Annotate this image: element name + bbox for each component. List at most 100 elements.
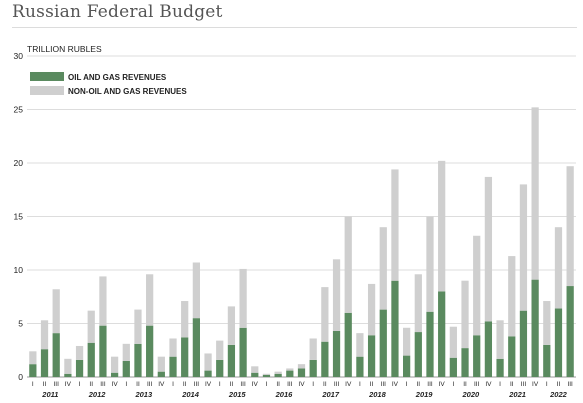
bar-non-oil-gas bbox=[286, 368, 294, 371]
x-tick-label-quarter: II bbox=[463, 381, 467, 388]
x-tick-label-year: 2017 bbox=[321, 390, 340, 399]
x-tick-label-quarter: IV bbox=[298, 381, 305, 388]
bar-non-oil-gas bbox=[554, 227, 563, 309]
bar-oil-gas bbox=[531, 279, 539, 377]
bar-non-oil-gas bbox=[426, 216, 434, 312]
bar-oil-gas bbox=[473, 335, 481, 377]
x-tick-label-quarter: I bbox=[79, 381, 81, 388]
bar-oil-gas bbox=[204, 370, 212, 377]
x-tick-label-quarter: II bbox=[370, 381, 374, 388]
bar-non-oil-gas bbox=[75, 345, 84, 360]
x-tick-label-quarter: III bbox=[381, 381, 387, 388]
bar-non-oil-gas bbox=[192, 262, 200, 319]
bar-oil-gas bbox=[99, 325, 107, 377]
bar-oil-gas bbox=[40, 349, 49, 377]
x-tick-label-quarter: II bbox=[183, 381, 187, 388]
bar-oil-gas bbox=[414, 332, 422, 377]
x-tick-label-quarter: IV bbox=[112, 381, 119, 388]
y-tick-label: 15 bbox=[14, 212, 24, 222]
bar-oil-gas bbox=[169, 356, 177, 377]
x-tick-label-year: 2011 bbox=[41, 390, 58, 399]
bar-non-oil-gas bbox=[309, 338, 317, 360]
bar-non-oil-gas bbox=[519, 184, 528, 311]
x-tick-label-quarter: I bbox=[32, 381, 34, 388]
x-tick-label-quarter: IV bbox=[485, 381, 492, 388]
gridlines bbox=[27, 55, 576, 378]
bar-non-oil-gas bbox=[262, 373, 271, 375]
x-tick-label-quarter: II bbox=[136, 381, 140, 388]
bar-oil-gas bbox=[87, 342, 95, 377]
bar-oil-gas bbox=[64, 373, 72, 377]
x-tick-label-quarter: II bbox=[89, 381, 93, 388]
bar-oil-gas bbox=[297, 368, 306, 377]
x-tick-label-quarter: II bbox=[43, 381, 47, 388]
bar-non-oil-gas bbox=[379, 227, 387, 310]
bar-non-oil-gas bbox=[367, 283, 376, 336]
bar-non-oil-gas bbox=[449, 326, 457, 358]
bar-oil-gas bbox=[344, 312, 352, 377]
x-tick-label-quarter: IV bbox=[252, 381, 259, 388]
bar-non-oil-gas bbox=[332, 259, 341, 331]
bar-oil-gas bbox=[332, 330, 341, 377]
x-tick-label-year: 2020 bbox=[462, 390, 481, 399]
legend-label-nonoil: NON-OIL AND GAS REVENUES bbox=[68, 87, 187, 96]
x-tick-label-quarter: III bbox=[567, 381, 573, 388]
bar-non-oil-gas bbox=[473, 235, 481, 336]
bar-non-oil-gas bbox=[87, 310, 95, 343]
bar-non-oil-gas bbox=[122, 343, 130, 361]
bar-non-oil-gas bbox=[251, 366, 259, 373]
bar-non-oil-gas bbox=[403, 327, 411, 356]
bar-oil-gas bbox=[110, 372, 119, 377]
bar-non-oil-gas bbox=[64, 358, 72, 374]
x-tick-label-quarter: I bbox=[359, 381, 361, 388]
bar-oil-gas bbox=[239, 327, 247, 377]
bar-non-oil-gas bbox=[52, 289, 60, 334]
x-tick-label-quarter: III bbox=[194, 381, 200, 388]
x-tick-label-year: 2013 bbox=[134, 390, 153, 399]
bar-non-oil-gas bbox=[543, 301, 551, 345]
bar-oil-gas bbox=[566, 286, 574, 377]
x-tick-label-quarter: I bbox=[266, 381, 268, 388]
bar-oil-gas bbox=[216, 359, 224, 377]
bar-non-oil-gas bbox=[391, 169, 399, 281]
y-axis-ticks: 0 5 10 15 20 25 30 bbox=[14, 51, 24, 382]
bar-oil-gas bbox=[192, 318, 200, 377]
bar-oil-gas bbox=[122, 360, 130, 377]
x-tick-label-quarter: II bbox=[276, 381, 280, 388]
bar-oil-gas bbox=[262, 374, 271, 377]
x-tick-label-quarter: IV bbox=[439, 381, 446, 388]
bar-oil-gas bbox=[181, 337, 189, 377]
bar-oil-gas bbox=[309, 359, 317, 377]
bar-non-oil-gas bbox=[274, 371, 282, 374]
y-tick-label: 5 bbox=[18, 319, 23, 329]
x-tick-label-quarter: II bbox=[557, 381, 561, 388]
x-tick-label-quarter: III bbox=[147, 381, 153, 388]
bar-non-oil-gas bbox=[356, 333, 364, 357]
bar-non-oil-gas bbox=[508, 256, 516, 337]
legend-label-oil: OIL AND GAS REVENUES bbox=[68, 73, 167, 82]
x-tick-label-quarter: I bbox=[125, 381, 127, 388]
bar-non-oil-gas bbox=[204, 353, 212, 371]
bar-non-oil-gas bbox=[216, 340, 224, 360]
bar-oil-gas bbox=[75, 359, 84, 377]
x-tick-label-year: 2019 bbox=[415, 390, 434, 399]
bar-non-oil-gas bbox=[169, 338, 177, 357]
x-tick-label-quarter: I bbox=[406, 381, 408, 388]
bar-non-oil-gas bbox=[297, 364, 306, 369]
x-tick-label-year: 2021 bbox=[508, 390, 526, 399]
bar-non-oil-gas bbox=[484, 176, 493, 322]
x-tick-label-quarter: III bbox=[53, 381, 59, 388]
y-tick-label: 20 bbox=[14, 158, 24, 168]
x-tick-label-quarter: IV bbox=[65, 381, 72, 388]
bar-non-oil-gas bbox=[134, 309, 142, 344]
bar-oil-gas bbox=[554, 308, 563, 377]
bar-oil-gas bbox=[438, 291, 446, 377]
x-tick-label-quarter: I bbox=[312, 381, 314, 388]
x-tick-label-year: 2022 bbox=[549, 390, 568, 399]
bar-oil-gas bbox=[426, 311, 434, 377]
bar-oil-gas bbox=[286, 370, 294, 377]
x-tick-label-quarter: I bbox=[452, 381, 454, 388]
legend: OIL AND GAS REVENUES NON-OIL AND GAS REV… bbox=[30, 72, 187, 96]
y-axis-unit-label: TRILLION RUBLES bbox=[27, 44, 102, 54]
bar-oil-gas bbox=[391, 280, 399, 377]
